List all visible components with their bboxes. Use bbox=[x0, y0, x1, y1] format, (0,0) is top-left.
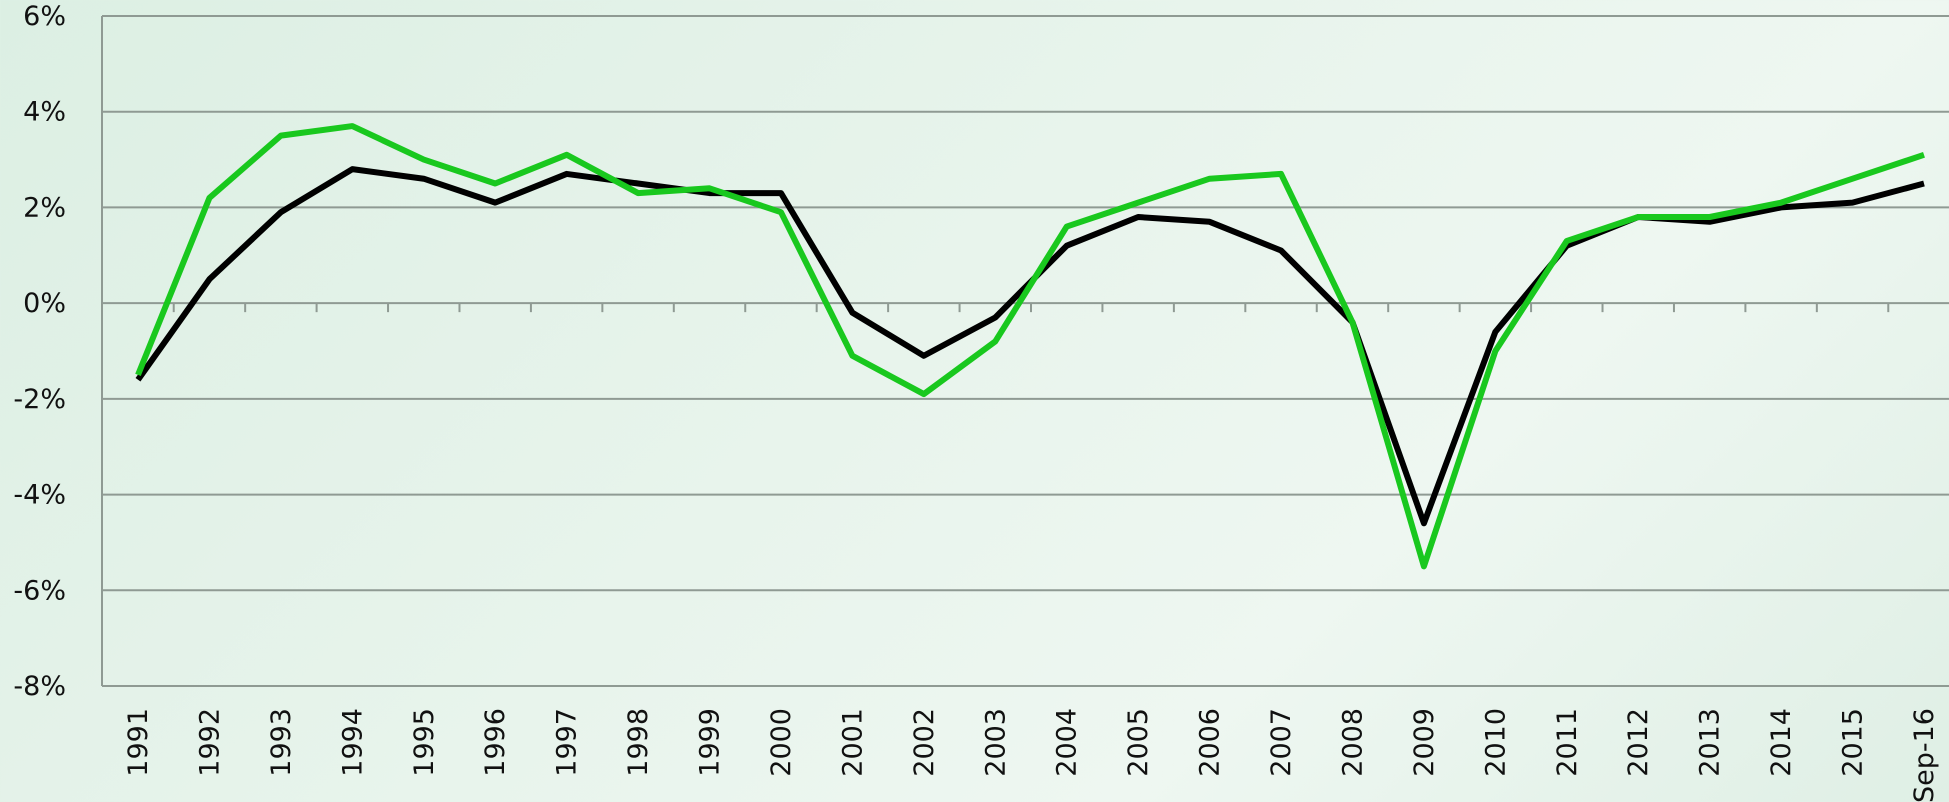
x-tick-label: 1996 bbox=[480, 708, 511, 777]
x-tick-label: 2002 bbox=[909, 708, 940, 777]
x-tick-label: 2003 bbox=[980, 708, 1011, 777]
x-tick-label: Sep-16 bbox=[1909, 708, 1940, 802]
x-tick-label: 2012 bbox=[1623, 708, 1654, 777]
y-tick-label: -6% bbox=[13, 575, 66, 606]
x-tick-label: 2011 bbox=[1552, 708, 1583, 777]
x-tick-label: 1998 bbox=[623, 708, 654, 777]
x-tick-label: 1991 bbox=[123, 708, 154, 777]
x-tick-label: 2005 bbox=[1123, 708, 1154, 777]
x-tick-label: 2014 bbox=[1766, 708, 1797, 777]
x-tick-label: 2006 bbox=[1195, 708, 1226, 777]
y-tick-label: 2% bbox=[23, 192, 66, 223]
x-tick-label: 2001 bbox=[837, 708, 868, 777]
y-tick-label: -4% bbox=[13, 480, 66, 511]
y-tick-label: -2% bbox=[13, 384, 66, 415]
x-tick-label: 1995 bbox=[409, 708, 440, 777]
y-tick-label: 4% bbox=[23, 97, 66, 128]
x-tick-label: 2010 bbox=[1480, 708, 1511, 777]
x-tick-label: 2009 bbox=[1409, 708, 1440, 777]
x-tick-label: 1999 bbox=[695, 708, 726, 777]
x-tick-label: 1997 bbox=[552, 708, 583, 777]
x-tick-label: 2008 bbox=[1337, 708, 1368, 777]
x-tick-label: 2007 bbox=[1266, 708, 1297, 777]
y-tick-label: 0% bbox=[23, 288, 66, 319]
x-tick-label: 2015 bbox=[1838, 708, 1869, 777]
y-tick-label: 6% bbox=[23, 1, 66, 32]
x-tick-label: 1994 bbox=[337, 708, 368, 777]
line-series bbox=[135, 166, 1925, 527]
y-tick-label: -8% bbox=[13, 671, 66, 702]
x-tick-label: 1993 bbox=[266, 708, 297, 777]
line-series bbox=[135, 123, 1925, 570]
x-tick-label: 2013 bbox=[1695, 708, 1726, 777]
x-tick-label: 1992 bbox=[194, 708, 225, 777]
x-tick-label: 2000 bbox=[766, 708, 797, 777]
x-tick-label: 2004 bbox=[1052, 708, 1083, 777]
